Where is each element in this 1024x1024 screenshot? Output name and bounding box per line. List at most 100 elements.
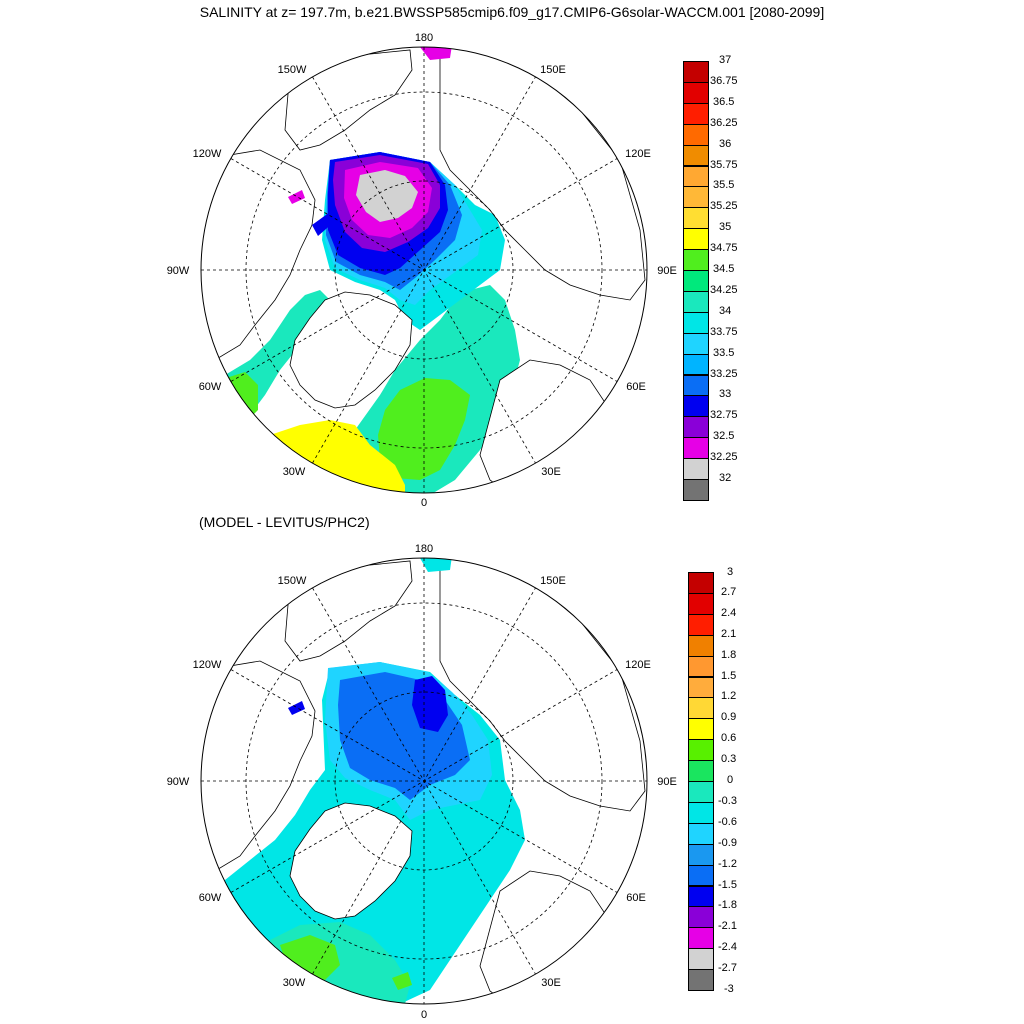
difference-colorbar-label: -1.8 bbox=[718, 899, 737, 912]
map2-label-30e: 30E bbox=[541, 977, 561, 989]
difference-colorbar-label: 1.2 bbox=[721, 690, 737, 703]
map1-label-30e: 30E bbox=[541, 466, 561, 478]
salinity-colorbar-label: 34.25 bbox=[710, 283, 738, 296]
salinity-colorbar-swatch bbox=[683, 123, 709, 146]
difference-colorbar-swatch bbox=[688, 927, 714, 950]
difference-colorbar-swatch bbox=[688, 572, 714, 594]
map2-graticule bbox=[201, 558, 647, 1004]
difference-colorbar-label: 1.5 bbox=[721, 669, 737, 682]
salinity-colorbar-label: 36.75 bbox=[710, 74, 738, 87]
difference-colorbar-label: 2.7 bbox=[721, 585, 737, 598]
map2-region-hudson-deepblue bbox=[288, 701, 305, 715]
map1-region-norwegian-green bbox=[378, 378, 470, 480]
difference-colorbar-swatch bbox=[688, 948, 714, 971]
salinity-colorbar-swatch bbox=[683, 61, 709, 83]
salinity-colorbar-swatch bbox=[683, 458, 709, 480]
figure-title: SALINITY at z= 197.7m, b.e21.BWSSP585cmi… bbox=[199, 4, 825, 20]
map1-region-hudson-magenta bbox=[288, 190, 305, 204]
map2-region-atlantic-green bbox=[280, 935, 340, 980]
salinity-colorbar-label: 32.5 bbox=[713, 430, 735, 443]
salinity-colorbar-label: 34.5 bbox=[713, 263, 735, 275]
salinity-colorbar-label: 35 bbox=[719, 221, 732, 234]
salinity-colorbar-label: 34 bbox=[719, 304, 732, 317]
map1-label-60w: 60W bbox=[199, 381, 222, 393]
salinity-colorbar-label: 32 bbox=[719, 472, 732, 484]
salinity-colorbar-swatch bbox=[683, 102, 709, 125]
salinity-colorbar-swatch bbox=[683, 374, 709, 397]
map1-label-0: 0 bbox=[421, 497, 427, 509]
salinity-colorbar-swatch bbox=[683, 186, 709, 209]
map1-label-120e: 120E bbox=[625, 148, 651, 160]
map2-region-arctic-deepblue bbox=[412, 676, 448, 732]
difference-colorbar-swatch bbox=[688, 781, 714, 803]
difference-colorbar-swatch bbox=[688, 634, 714, 657]
difference-map: 180 150E 120E 90E 60E 30E 0 30W 60W 90W … bbox=[167, 543, 677, 1021]
difference-colorbar-swatch bbox=[688, 739, 714, 762]
difference-colorbar-swatch bbox=[688, 760, 714, 782]
salinity-colorbar-swatch bbox=[683, 479, 709, 501]
map1-label-180: 180 bbox=[415, 32, 433, 44]
salinity-colorbar-swatch bbox=[683, 395, 709, 418]
salinity-colorbar-swatch bbox=[683, 270, 709, 292]
map2-label-120w: 120W bbox=[193, 659, 222, 671]
salinity-colorbar-label: 35.25 bbox=[710, 200, 738, 213]
salinity-colorbar-label: 33 bbox=[719, 388, 732, 401]
map1-label-90e: 90E bbox=[657, 265, 677, 277]
map2-label-60w: 60W bbox=[199, 892, 222, 904]
salinity-colorbar-label: 33.5 bbox=[713, 346, 735, 359]
map1-graticule bbox=[201, 47, 647, 493]
map2-label-150w: 150W bbox=[278, 575, 307, 587]
salinity-colorbar-label: 37 bbox=[719, 54, 732, 66]
difference-colorbar-swatch bbox=[688, 822, 714, 845]
map1-label-90w: 90W bbox=[167, 265, 190, 277]
salinity-map: 180 150E 120E 90E 60E 30E 0 30W 60W 90W … bbox=[167, 32, 677, 509]
difference-colorbar-swatch bbox=[688, 906, 714, 929]
map2-region-small-green bbox=[392, 972, 412, 990]
difference-subtitle: (MODEL - LEVITUS/PHC2) bbox=[199, 514, 370, 530]
salinity-colorbar-label: 34.75 bbox=[710, 242, 738, 255]
difference-colorbar-label: -2.4 bbox=[718, 941, 737, 954]
difference-colorbar-label: 0.9 bbox=[721, 711, 737, 724]
salinity-colorbar-swatch bbox=[683, 416, 709, 439]
salinity-colorbar-swatch bbox=[683, 165, 709, 188]
salinity-colorbar-label: 35.5 bbox=[713, 179, 735, 192]
salinity-colorbar-swatch bbox=[683, 311, 709, 334]
salinity-colorbar-swatch bbox=[683, 249, 709, 271]
difference-colorbar-label: 3 bbox=[727, 566, 734, 578]
salinity-colorbar-swatch bbox=[683, 228, 709, 251]
difference-colorbar-label: -2.1 bbox=[718, 920, 737, 933]
salinity-colorbar-swatch bbox=[683, 437, 709, 460]
difference-colorbar-swatch bbox=[688, 697, 714, 720]
difference-colorbar-label: -1.5 bbox=[718, 878, 737, 891]
difference-colorbar-swatch bbox=[688, 718, 714, 741]
map2-land-greenland bbox=[289, 802, 413, 920]
map1-label-60e: 60E bbox=[626, 381, 646, 393]
salinity-colorbar-swatch bbox=[683, 144, 709, 167]
difference-colorbar-label: 1.8 bbox=[721, 648, 737, 661]
map2-label-150e: 150E bbox=[540, 575, 566, 587]
salinity-colorbar-label: 33.75 bbox=[710, 325, 738, 338]
difference-colorbar-swatch bbox=[688, 676, 714, 699]
salinity-colorbar-swatch bbox=[683, 353, 709, 376]
salinity-colorbar-label: 35.75 bbox=[710, 158, 738, 171]
map2-region-bering-cyan bbox=[420, 558, 452, 572]
difference-colorbar-swatch bbox=[688, 655, 714, 678]
difference-colorbar-label: 0.3 bbox=[721, 753, 737, 766]
salinity-colorbar-swatch bbox=[683, 290, 709, 313]
difference-colorbar-label: -1.2 bbox=[718, 857, 737, 870]
map2-label-120e: 120E bbox=[625, 659, 651, 671]
difference-colorbar-label: 2.4 bbox=[721, 606, 737, 619]
map1-label-30w: 30W bbox=[283, 466, 306, 478]
salinity-colorbar-label: 36.5 bbox=[713, 95, 735, 108]
map2-label-0: 0 bbox=[421, 1009, 427, 1021]
salinity-colorbar-label: 32.75 bbox=[710, 409, 738, 422]
difference-colorbar-label: 0.6 bbox=[721, 732, 737, 745]
map2-label-90w: 90W bbox=[167, 776, 190, 788]
difference-colorbar-label: -0.3 bbox=[718, 794, 737, 807]
map1-region-arctic-grey-core bbox=[356, 170, 418, 222]
difference-colorbar-swatch bbox=[688, 864, 714, 887]
map1-region-archipelago-deepblue bbox=[312, 212, 334, 236]
map1-label-150e: 150E bbox=[540, 64, 566, 76]
map1-land-greenland bbox=[289, 291, 413, 409]
